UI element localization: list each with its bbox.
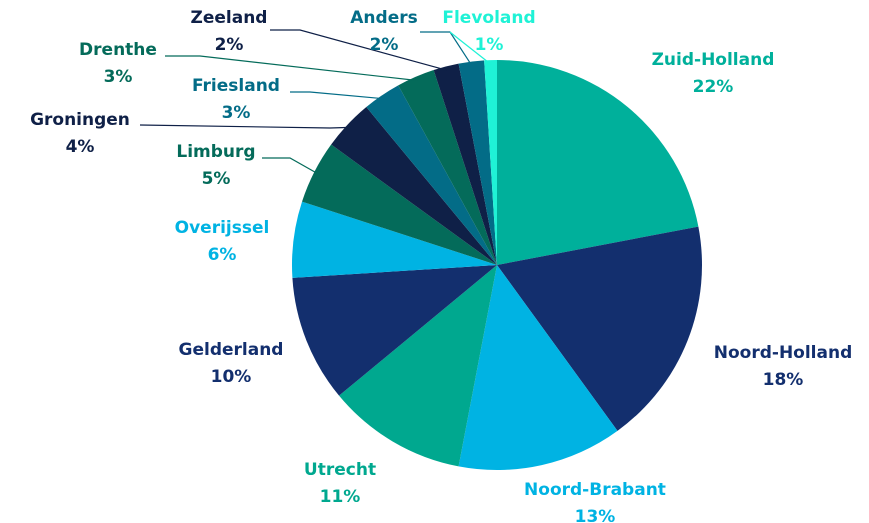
leader-line: [420, 31, 473, 66]
slice-value-label: 22%: [693, 77, 734, 97]
slice-label: Flevoland: [442, 8, 535, 28]
pie-slice: [497, 226, 703, 431]
slice-value-label: 2%: [215, 35, 244, 55]
slice-value-label: 11%: [320, 487, 361, 507]
pie-slice: [484, 60, 497, 265]
slice-label: Zeeland: [191, 8, 268, 28]
slice-value-label: 18%: [763, 370, 804, 390]
pie-slice: [292, 265, 497, 396]
slice-value-label: 1%: [475, 35, 504, 55]
slice-label: Overijssel: [175, 218, 270, 238]
slice-label: Noord-Holland: [714, 343, 853, 363]
slice-label: Gelderland: [179, 340, 284, 360]
slice-label: Drenthe: [79, 40, 157, 60]
slice-value-label: 6%: [208, 245, 237, 265]
pie-slice: [458, 265, 618, 470]
slice-label: Friesland: [192, 76, 280, 96]
pie-slice: [339, 265, 497, 467]
leader-line: [139, 124, 351, 129]
leader-line: [270, 29, 448, 71]
slice-value-label: 4%: [66, 137, 95, 157]
slice-label: Limburg: [176, 142, 255, 162]
slice-value-label: 10%: [211, 367, 252, 387]
slice-label: Utrecht: [304, 460, 376, 480]
pie-slice: [366, 85, 497, 265]
pie-slice: [302, 144, 497, 265]
leader-line: [290, 91, 385, 100]
slice-value-label: 3%: [104, 67, 133, 87]
pie-slice: [291, 201, 497, 278]
slice-value-label: 13%: [575, 507, 616, 523]
slice-label: Noord-Brabant: [524, 480, 666, 500]
slice-value-label: 3%: [222, 103, 251, 123]
slice-label: Anders: [350, 8, 417, 28]
pie-slice: [433, 63, 497, 265]
leader-line: [262, 157, 319, 175]
pie-slice: [458, 60, 497, 265]
pie-slice: [331, 107, 497, 265]
leader-line: [165, 55, 418, 82]
pie-slice: [497, 60, 699, 265]
pie-slice: [398, 70, 497, 265]
slice-value-label: 2%: [370, 35, 399, 55]
slice-label: Zuid-Holland: [652, 50, 775, 70]
slice-value-label: 5%: [202, 169, 231, 189]
leader-line: [449, 31, 492, 65]
slice-label: Groningen: [30, 110, 130, 130]
